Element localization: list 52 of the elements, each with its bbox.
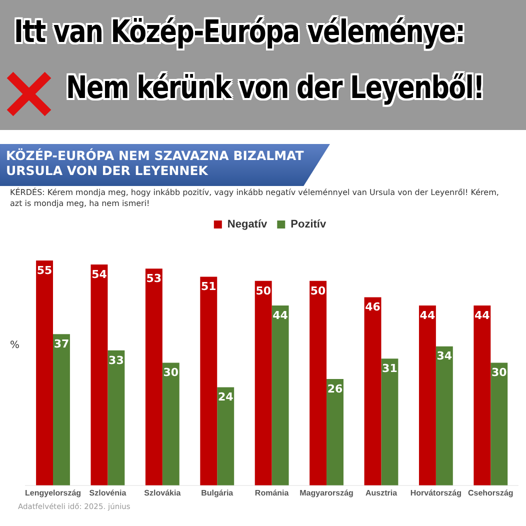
- data-label: 55: [36, 264, 52, 277]
- legend-label: Pozitív: [290, 218, 327, 231]
- y-axis-title: %: [10, 340, 20, 351]
- data-label: 50: [310, 284, 326, 298]
- bar: [310, 280, 327, 486]
- data-label: 34: [436, 350, 452, 363]
- data-label: 54: [92, 268, 108, 281]
- x-tick-label: Szlovénia: [89, 488, 127, 498]
- data-label: 51: [200, 280, 216, 294]
- x-tick-label: Horvátország: [410, 488, 462, 498]
- data-label: 44: [474, 308, 490, 322]
- data-label: 50: [256, 284, 272, 298]
- bar: [108, 350, 125, 486]
- data-label: 37: [54, 337, 70, 350]
- bar: [200, 276, 218, 486]
- bar: [436, 346, 453, 486]
- bar: [145, 268, 162, 486]
- data-label: 30: [163, 366, 179, 380]
- data-label: 44: [272, 308, 288, 322]
- bar: [90, 264, 108, 486]
- data-label: 46: [365, 300, 381, 314]
- bar: [162, 362, 180, 486]
- data-label: 53: [146, 272, 162, 285]
- bar: [272, 305, 289, 486]
- bar: [418, 305, 436, 486]
- data-label: 24: [218, 390, 234, 404]
- bar: [217, 387, 234, 486]
- bar: [364, 297, 382, 486]
- data-label: 31: [382, 362, 398, 375]
- data-label: 44: [420, 308, 436, 322]
- data-label: 33: [108, 354, 124, 367]
- x-tick-label: Magyarország: [300, 488, 354, 498]
- bar: [36, 260, 54, 486]
- text: KÖZÉP-EURÓPA NEM SZAVAZNA BIZALMAT URSULA VON DER LEYENNEK: [0, 144, 330, 186]
- data-label: 30: [491, 366, 508, 380]
- x-tick-label: Szlovákia: [144, 488, 182, 498]
- data-label: 26: [327, 382, 344, 396]
- bar: [381, 358, 398, 486]
- chart-title: Itt van Közép-Európa véleménye:: [14, 14, 465, 50]
- x-tick-label: Ausztria: [365, 488, 398, 498]
- x-tick-label: Bulgária: [201, 488, 234, 498]
- bar: [326, 379, 344, 486]
- bar: [254, 280, 272, 486]
- x-tick-label: Lengyelország: [25, 488, 82, 498]
- x-tick-label: Csehország: [468, 488, 514, 498]
- x-tick-label: Románia: [254, 488, 290, 498]
- bar: [474, 305, 491, 486]
- bar: [490, 362, 508, 486]
- text: KÉRDÉS: Kérem mondja meg, hogy inkább pozitív, vagy inkább negatív véleménnyel van Ursula von der Leyenről! Kérem, azt is mondja meg, ha nem ismeri!: [10, 187, 500, 209]
- bar: [53, 334, 70, 486]
- chart-subtitle: Nem kérünk von der Leyenből!: [66, 70, 484, 106]
- legend-label: Negatív: [227, 218, 268, 231]
